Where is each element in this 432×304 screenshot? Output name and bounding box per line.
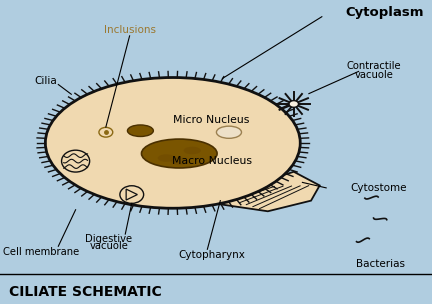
Text: vacuole: vacuole — [89, 241, 128, 251]
Ellipse shape — [61, 150, 90, 172]
Text: vacuole: vacuole — [354, 71, 393, 80]
Ellipse shape — [216, 126, 241, 138]
Ellipse shape — [171, 157, 188, 165]
Ellipse shape — [289, 101, 299, 107]
Text: Cell membrane: Cell membrane — [3, 247, 79, 257]
Text: Micro Nucleus: Micro Nucleus — [174, 115, 250, 125]
Text: CILIATE SCHEMATIC: CILIATE SCHEMATIC — [9, 285, 162, 299]
Text: Bacterias: Bacterias — [356, 260, 405, 269]
Text: Cytoplasm: Cytoplasm — [346, 6, 424, 19]
Ellipse shape — [120, 186, 143, 203]
Text: Contractile: Contractile — [346, 61, 401, 71]
Ellipse shape — [99, 127, 113, 137]
Text: Cytopharynx: Cytopharynx — [178, 250, 245, 260]
Ellipse shape — [142, 139, 217, 168]
Text: Macro Nucleus: Macro Nucleus — [172, 156, 252, 166]
Text: Cilia: Cilia — [34, 77, 57, 86]
Ellipse shape — [127, 125, 153, 136]
Text: Inclusions: Inclusions — [104, 26, 156, 35]
Ellipse shape — [158, 154, 175, 162]
Text: Digestive: Digestive — [85, 234, 133, 244]
Text: Cytostome: Cytostome — [350, 183, 407, 193]
Ellipse shape — [184, 147, 201, 154]
Polygon shape — [212, 172, 320, 211]
Ellipse shape — [45, 78, 300, 208]
